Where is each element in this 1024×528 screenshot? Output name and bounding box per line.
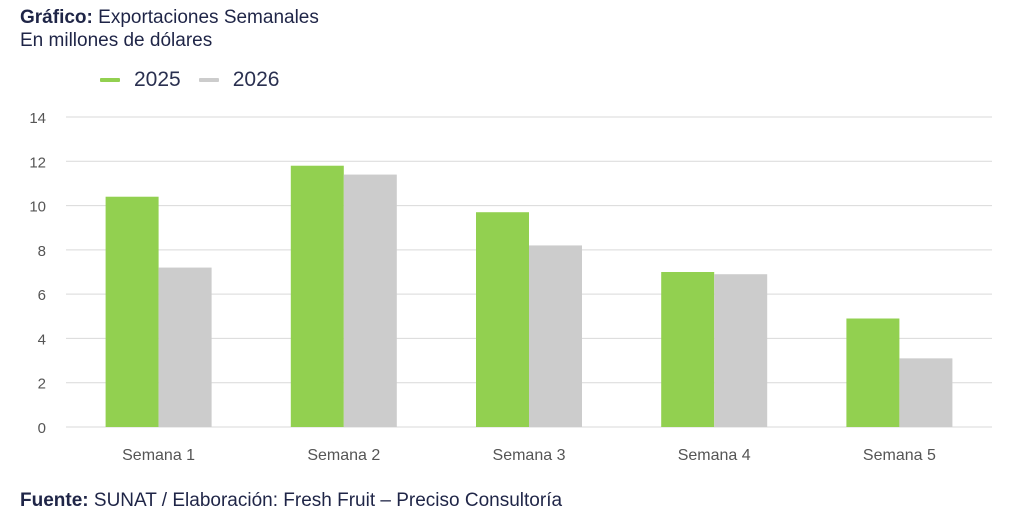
y-tick-label-2: 2: [38, 376, 46, 393]
x-tick-label-3: Semana 3: [493, 447, 566, 464]
bar-2026-3: [529, 245, 582, 427]
legend-label-2026: 2026: [232, 68, 280, 91]
bar-2025-1: [105, 196, 159, 427]
x-tick-label-2: Semana 2: [307, 447, 380, 464]
y-tick-label-12: 12: [29, 154, 46, 171]
chart-legend: 2025 2026: [100, 68, 297, 92]
bar-2026-1: [158, 267, 212, 427]
source-text: SUNAT / Elaboración: Fresh Fruit – Preci…: [93, 490, 563, 511]
bar-2025-4: [661, 272, 715, 427]
legend-label-2025: 2025: [134, 68, 181, 91]
y-tick-label-4: 4: [38, 331, 46, 348]
chart-title-block: Gráfico: Exportaciones Semanales En mill…: [20, 6, 319, 52]
chart-title-label: Gráfico:: [20, 7, 93, 28]
bar-2025-5: [846, 318, 900, 427]
chart-title-text: Exportaciones Semanales: [98, 7, 319, 28]
y-tick-label-14: 14: [29, 110, 46, 127]
chart-title: Gráfico: Exportaciones Semanales: [20, 6, 319, 29]
x-tick-label-4: Semana 4: [678, 447, 751, 464]
bar-2025-3: [476, 212, 529, 427]
legend-item-2025: 2025: [100, 68, 181, 92]
bar-2026-2: [343, 174, 397, 427]
chart-subtitle: En millones de dólares: [20, 30, 213, 51]
y-tick-label-10: 10: [29, 199, 46, 216]
x-tick-label-1: Semana 1: [122, 447, 195, 464]
bar-2026-5: [899, 358, 953, 427]
legend-swatch-2026: [198, 78, 219, 82]
bar-2025-2: [290, 165, 344, 427]
bar-2026-4: [714, 274, 768, 427]
y-tick-label-0: 0: [38, 420, 46, 437]
y-tick-label-8: 8: [38, 243, 46, 260]
legend-item-2026: 2026: [198, 68, 280, 92]
y-tick-label-6: 6: [38, 287, 46, 304]
chart-footer: Fuente: SUNAT / Elaboración: Fresh Fruit…: [20, 490, 562, 512]
legend-swatch-2025: [100, 78, 120, 82]
source-label: Fuente:: [20, 490, 89, 511]
x-tick-label-5: Semana 5: [863, 447, 936, 464]
